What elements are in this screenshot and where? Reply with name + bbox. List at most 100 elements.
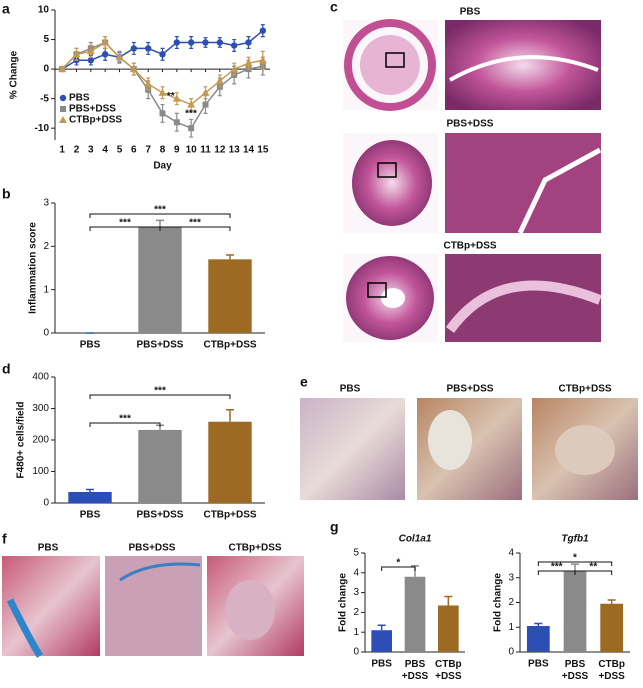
panel-label: c <box>330 0 338 15</box>
marker <box>258 56 267 64</box>
y-tick-label: -5 <box>40 93 49 104</box>
marker <box>58 65 67 73</box>
histology-f <box>2 556 304 658</box>
image-label: CTBp+DSS <box>228 543 281 554</box>
marker <box>173 39 181 46</box>
y-tick-label: 1 <box>508 622 514 633</box>
y-tick-label: 0 <box>508 647 514 658</box>
marker <box>244 59 253 67</box>
y-tick-label: 2 <box>43 241 49 252</box>
chart-title: Col1a1 <box>399 534 432 545</box>
bar <box>138 226 182 333</box>
error-bar <box>571 563 579 572</box>
y-axis-label: % Change <box>9 50 20 99</box>
y-axis-label: Fold change <box>338 573 349 632</box>
significance-bracket <box>574 570 613 575</box>
marker <box>130 45 138 52</box>
image-label: CTBp+DSS <box>558 384 611 395</box>
marker <box>59 94 67 102</box>
significance-label: * <box>573 553 577 564</box>
bar <box>68 491 112 503</box>
histology-c <box>343 19 602 342</box>
x-tick-label: 9 <box>174 145 180 156</box>
marker <box>173 119 180 126</box>
y-tick-label: 1 <box>353 627 359 638</box>
y-tick-label: 0 <box>43 328 49 339</box>
x-tick-label: 7 <box>145 145 151 156</box>
y-tick-label: 5 <box>43 34 49 45</box>
marker <box>159 51 166 58</box>
image-label: PBS <box>460 7 481 18</box>
image-label: CTBp+DSS <box>443 241 496 252</box>
marker <box>87 57 95 64</box>
significance-label: *** <box>551 562 563 573</box>
y-tick-label: 0 <box>43 64 49 75</box>
x-tick-label: CTBp+DSS <box>203 340 256 351</box>
y-tick-label: 1 <box>43 284 49 295</box>
image-label: PBS+DSS <box>447 119 494 130</box>
legend-label: PBS <box>69 93 90 104</box>
bar <box>208 259 252 333</box>
significance-label: *** <box>189 218 201 229</box>
marker <box>60 106 66 112</box>
annotation: ** <box>167 91 175 102</box>
panel-label: e <box>300 374 308 390</box>
marker <box>86 47 95 55</box>
marker <box>101 51 109 58</box>
significance-bracket <box>89 422 161 427</box>
significance-bracket <box>89 394 231 399</box>
y-tick-label: 3 <box>508 572 514 583</box>
y-tick-label: 0 <box>353 647 359 658</box>
marker <box>230 42 238 49</box>
error-bar <box>156 219 164 227</box>
marker <box>215 76 224 84</box>
error-bar <box>226 254 234 260</box>
x-tick-label: CTBp+DSS <box>598 659 625 682</box>
error-bar <box>607 599 616 604</box>
marker <box>187 100 196 108</box>
y-axis-label: F480+ cells/field <box>16 402 27 479</box>
marker <box>259 27 267 34</box>
error-bar <box>444 595 453 606</box>
marker <box>144 45 152 52</box>
x-tick-label: 1 <box>59 145 65 156</box>
x-tick-label: CTBp+DSS <box>435 659 462 682</box>
x-tick-label: PBS+DSS <box>137 510 184 521</box>
x-tick-label: PBS <box>528 659 549 670</box>
significance-bracket <box>159 226 231 231</box>
image-label: PBS+DSS <box>447 384 494 395</box>
bar <box>526 626 550 652</box>
y-tick-label: 300 <box>32 403 49 414</box>
marker <box>187 39 195 46</box>
y-tick-label: 0 <box>43 498 49 509</box>
significance-bracket <box>381 566 416 571</box>
marker <box>101 38 110 46</box>
x-tick-label: PBS <box>80 510 101 521</box>
x-tick-label: PBS <box>80 340 101 351</box>
x-tick-label: 6 <box>131 145 137 156</box>
bar <box>404 576 426 652</box>
bar <box>138 429 182 503</box>
x-tick-label: 3 <box>88 145 94 156</box>
panel-label: a <box>2 1 10 17</box>
error-bar <box>534 622 543 627</box>
error-bar <box>377 624 386 631</box>
y-tick-label: 5 <box>353 548 359 559</box>
y-tick-label: 2 <box>508 597 514 608</box>
bar <box>563 571 587 652</box>
marker <box>158 88 167 96</box>
image-label: PBS <box>340 384 361 395</box>
x-tick-label: 12 <box>214 145 226 156</box>
bar <box>371 630 392 652</box>
y-tick-label: 100 <box>32 466 49 477</box>
significance-bracket <box>89 213 231 218</box>
x-tick-label: 4 <box>102 145 108 156</box>
bar <box>438 605 459 652</box>
panel-label: b <box>2 186 11 202</box>
panel-label: g <box>330 519 339 535</box>
chart-title: Tgfb1 <box>561 534 589 545</box>
x-tick-label: 10 <box>186 145 198 156</box>
y-tick-label: 200 <box>32 435 49 446</box>
significance-label: *** <box>154 205 166 216</box>
marker <box>144 79 153 87</box>
